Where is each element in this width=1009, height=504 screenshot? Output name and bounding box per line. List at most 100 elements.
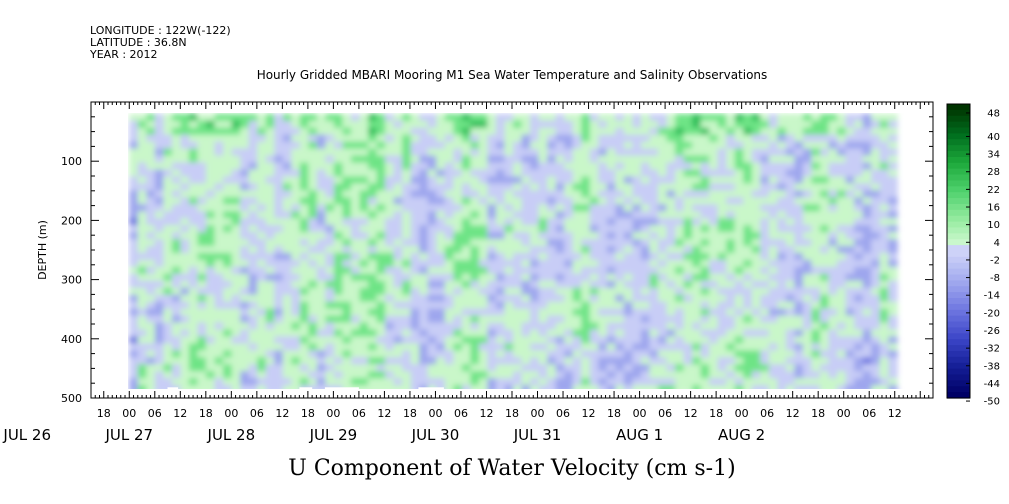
heatmap-cell — [146, 308, 156, 317]
heatmap-cell — [299, 364, 310, 373]
heatmap-cell — [785, 183, 796, 192]
heatmap-cell — [163, 162, 173, 171]
heatmap-cell — [461, 329, 472, 338]
heatmap-cell — [709, 343, 719, 352]
heatmap-cell — [478, 364, 489, 373]
heatmap-cell — [240, 357, 250, 366]
heatmap-cell — [572, 246, 583, 254]
heatmap-cell — [751, 232, 762, 241]
heatmap-cell — [453, 371, 463, 380]
heatmap-cell — [171, 287, 182, 296]
heatmap-cell — [675, 259, 685, 268]
heatmap-cell — [632, 232, 642, 241]
heatmap-cell — [223, 308, 233, 317]
heatmap-cell — [606, 232, 617, 241]
heatmap-cell — [606, 336, 617, 345]
heatmap-cell — [180, 315, 190, 324]
heatmap-cell — [385, 294, 395, 303]
heatmap-cell — [888, 273, 898, 282]
heatmap-cell — [845, 232, 856, 241]
heatmap-cell — [231, 162, 242, 171]
heatmap-cell — [308, 315, 318, 324]
heatmap-cell — [675, 197, 685, 206]
heatmap-cell — [444, 252, 455, 261]
heatmap-cell — [615, 371, 625, 380]
heatmap-cell — [393, 322, 404, 331]
heatmap-cell — [837, 148, 847, 157]
heatmap-cell — [675, 239, 685, 248]
heatmap-cell — [768, 155, 779, 164]
heatmap-cell — [751, 371, 762, 380]
heatmap-cell — [299, 120, 310, 129]
heatmap-cell — [206, 301, 216, 310]
heatmap-cell — [436, 343, 446, 352]
heatmap-cell — [785, 315, 796, 324]
heatmap-cell — [794, 322, 804, 331]
heatmap-cell — [291, 176, 301, 185]
heatmap-cell — [171, 141, 182, 150]
heatmap-cell — [436, 357, 446, 366]
heatmap-cell — [879, 336, 890, 345]
x-hour-label: 12 — [275, 407, 289, 420]
heatmap-cell — [547, 183, 557, 192]
heatmap-cell — [282, 183, 293, 192]
heatmap-cell — [632, 169, 642, 178]
heatmap-cell — [760, 141, 770, 150]
heatmap-cell — [623, 204, 634, 213]
heatmap-cell — [265, 204, 276, 213]
heatmap-cell — [726, 252, 736, 261]
heatmap-cell — [530, 329, 540, 338]
heatmap-cell — [768, 197, 779, 206]
colorbar-swatch — [947, 180, 970, 187]
heatmap-cell — [794, 329, 804, 338]
heatmap-cell — [760, 301, 770, 310]
heatmap-cell — [819, 162, 830, 171]
heatmap-cell — [862, 141, 873, 150]
heatmap-cell — [504, 246, 514, 254]
heatmap-cell — [845, 141, 856, 150]
heatmap-cell — [572, 120, 583, 129]
heatmap-cell — [368, 239, 378, 248]
heatmap-cell — [376, 127, 387, 136]
heatmap-cell — [555, 120, 566, 129]
heatmap-cell — [768, 204, 779, 213]
heatmap-cell — [316, 225, 327, 234]
heatmap-cell — [495, 266, 506, 275]
heatmap-cell — [180, 204, 190, 213]
heatmap-cell — [598, 176, 608, 185]
heatmap-cell — [700, 259, 711, 268]
heatmap-cell — [589, 113, 600, 122]
heatmap-cell — [513, 204, 523, 213]
heatmap-cell — [862, 183, 873, 192]
heatmap-cell — [640, 190, 651, 199]
heatmap-cell — [811, 218, 821, 227]
heatmap-cell — [623, 364, 634, 373]
heatmap-cell — [308, 169, 318, 178]
heatmap-cell — [683, 204, 694, 213]
heatmap-cell — [248, 364, 259, 373]
heatmap-cell — [146, 183, 156, 192]
heatmap-cell — [666, 371, 677, 380]
heatmap-cell — [657, 134, 668, 143]
heatmap-cell — [811, 364, 821, 373]
heatmap-cell — [657, 204, 668, 213]
heatmap-cell — [197, 246, 208, 254]
heatmap-cell — [206, 162, 216, 171]
heatmap-cell — [325, 329, 335, 338]
heatmap-cell — [530, 190, 540, 199]
heatmap-cell — [675, 350, 685, 359]
heatmap-cell — [726, 308, 736, 317]
heatmap-cell — [180, 308, 190, 317]
heatmap-cell — [274, 197, 284, 206]
heatmap-cell — [640, 301, 651, 310]
heatmap-cell — [257, 259, 267, 268]
heatmap-cell — [231, 183, 242, 192]
heatmap-cell — [802, 266, 813, 275]
heatmap-cell — [871, 148, 881, 157]
heatmap-cell — [632, 385, 642, 389]
heatmap-cell — [214, 252, 225, 261]
heatmap-cell — [180, 176, 190, 185]
heatmap-cell — [248, 155, 259, 164]
heatmap-cell — [223, 148, 233, 157]
heatmap-cell — [291, 329, 301, 338]
